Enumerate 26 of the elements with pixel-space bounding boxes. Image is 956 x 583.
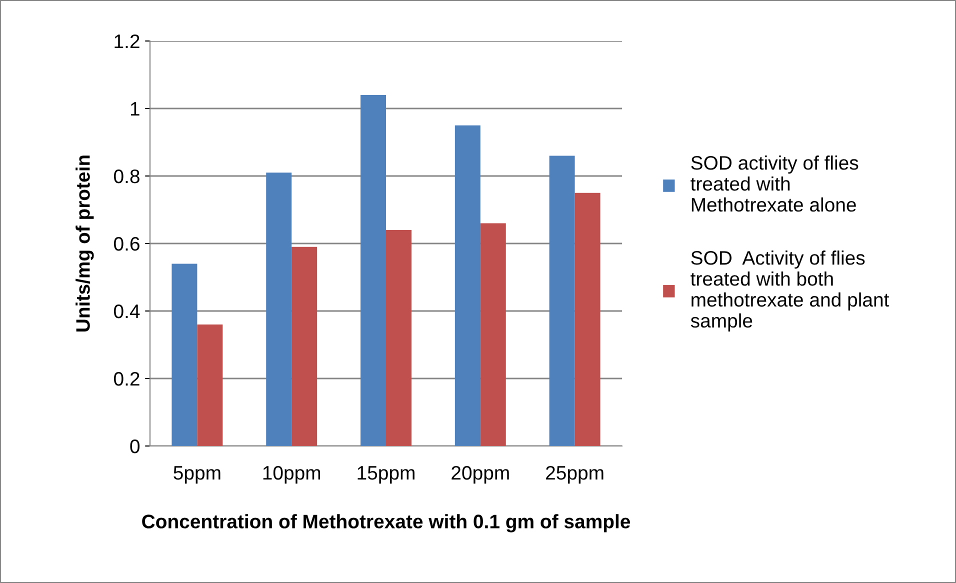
bar <box>549 156 575 446</box>
y-tick-label: 0 <box>130 439 140 454</box>
bar <box>172 264 198 446</box>
bar <box>386 230 412 446</box>
y-tick-label: 0.4 <box>114 304 140 318</box>
x-tick-label: 10ppm <box>263 466 320 484</box>
y-tick-label: 0.6 <box>114 236 140 251</box>
bar <box>454 125 480 446</box>
legend-label: SOD Activity of flies treated with both methotrexate and plant sample <box>690 250 890 332</box>
x-tick-label: 15ppm <box>358 466 414 484</box>
bar <box>360 95 386 446</box>
bar <box>197 324 223 446</box>
y-tick-label: 0.2 <box>114 372 140 386</box>
bar <box>574 192 600 446</box>
y-tick-label: 0.8 <box>114 169 140 184</box>
bar <box>266 172 292 446</box>
bar <box>480 223 506 446</box>
x-tick-label: 20ppm <box>452 466 509 484</box>
y-axis-title: Units/mg of protein <box>76 156 94 332</box>
y-tick-label: 1 <box>130 102 140 116</box>
x-tick-label: 25ppm <box>546 466 604 484</box>
x-tick-label: 5ppm <box>174 466 220 484</box>
legend-label: SOD activity of flies treated with Methotrexate alone <box>690 156 858 212</box>
x-axis-title: Concentration of Methotrexate with 0.1 gm of sample <box>142 514 630 532</box>
y-tick-label: 1.2 <box>114 34 140 48</box>
bar <box>292 246 318 446</box>
